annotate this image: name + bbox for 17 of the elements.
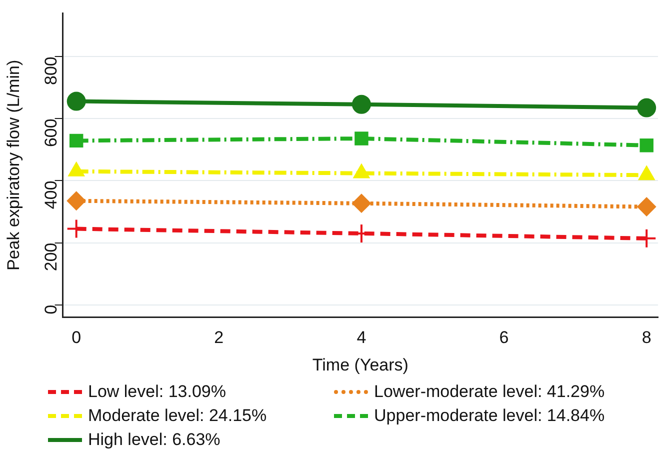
x-tick-label: 2	[214, 328, 224, 348]
legend-label: Moderate level: 24.15%	[88, 406, 267, 426]
y-tick-label: 600	[41, 118, 60, 148]
x-tick-label: 6	[499, 328, 509, 348]
y-tick-label: 0	[41, 304, 60, 314]
legend-label: Lower-moderate level: 41.29%	[374, 382, 605, 402]
x-tick-label: 8	[642, 328, 652, 348]
y-axis-title: Peak expiratory flow (L/min)	[4, 60, 23, 271]
x-axis-title: Time (Years)	[312, 355, 408, 374]
y-tick-label: 200	[41, 242, 60, 272]
y-tick-label: 400	[41, 180, 60, 210]
y-tick-label: 800	[41, 56, 60, 86]
legend-label: Low level: 13.09%	[88, 382, 226, 402]
x-tick-label: 4	[356, 328, 366, 348]
x-tick-label: 0	[72, 328, 82, 348]
legend-label: Upper-moderate level: 14.84%	[374, 406, 605, 426]
legend-label: High level: 6.63%	[88, 430, 220, 450]
